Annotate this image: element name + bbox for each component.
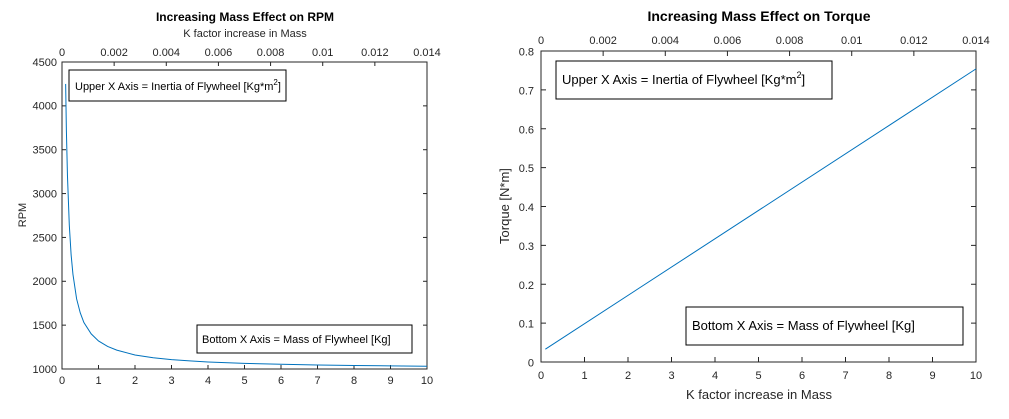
rpm-x2-tick-label: 0.01: [312, 47, 333, 59]
torque-upper-annotation-text: Upper X Axis = Inertia of Flywheel [Kg*m…: [562, 70, 805, 87]
rpm-upper-annotation-text: Upper X Axis = Inertia of Flywheel [Kg*m…: [75, 78, 281, 93]
rpm-x-tick-label: 6: [278, 375, 284, 387]
torque-x2-tick-label: 0.008: [776, 35, 804, 47]
rpm-upper-annotation-prefix: Upper X Axis = Inertia of Flywheel [Kg*m: [75, 81, 273, 93]
torque-x2-tick-label: 0.002: [589, 35, 617, 47]
rpm-x2-tick-label: 0.014: [413, 47, 441, 59]
rpm-y-tick-label: 2500: [33, 232, 57, 244]
torque-chart-y-label: Torque [N*m]: [497, 168, 512, 244]
rpm-x2-tick-label: 0.004: [153, 47, 181, 59]
rpm-x2-tick-label: 0.006: [205, 47, 233, 59]
rpm-bottom-annotation-box: [196, 324, 413, 354]
rpm-x-tick-label: 2: [132, 375, 138, 387]
torque-x-tick-label: 4: [712, 370, 718, 382]
torque-chart-x-label: K factor increase in Mass: [686, 387, 832, 402]
torque-y-tick-label: 0.1: [519, 319, 534, 331]
torque-upper-annotation-prefix: Upper X Axis = Inertia of Flywheel [Kg*m: [562, 72, 796, 87]
torque-y-tick-label: 0.3: [519, 241, 534, 253]
rpm-x-tick-label: 3: [168, 375, 174, 387]
rpm-y-tick-label: 1000: [33, 364, 57, 376]
rpm-chart-upper-x-label: K factor increase in Mass: [183, 28, 307, 40]
torque-y-tick-label: 0: [528, 358, 534, 370]
torque-x-tick-label: 6: [799, 370, 805, 382]
rpm-x-tick-label: 0: [59, 375, 65, 387]
rpm-y-tick-label: 4500: [33, 57, 57, 69]
rpm-x-tick-label: 5: [241, 375, 247, 387]
rpm-x-tick-label: 1: [95, 375, 101, 387]
torque-x2-tick-label: 0.012: [900, 35, 928, 47]
rpm-y-tick-label: 1500: [33, 320, 57, 332]
torque-chart: Increasing Mass Effect on Torque K facto…: [497, 8, 990, 402]
torque-x-tick-label: 1: [581, 370, 587, 382]
rpm-upper-annotation-suffix: ]: [278, 81, 281, 93]
torque-upper-axis-annotation: Upper X Axis = Inertia of Flywheel [Kg*m…: [555, 60, 833, 100]
torque-chart-ticks: 0 1 2 3 4 5 6 7 8 9 10 0 0.002 0.004 0.006 0.008 0.01 0.0…: [519, 35, 990, 382]
rpm-upper-axis-annotation: Upper X Axis = Inertia of Flywheel [Kg*m…: [68, 69, 287, 102]
rpm-chart-plot-area: [61, 61, 428, 370]
torque-y-tick-label: 0.7: [519, 85, 534, 97]
rpm-chart: Increasing Mass Effect on RPM K factor i…: [17, 10, 441, 387]
torque-bottom-annotation-text: Bottom X Axis = Mass of Flywheel [Kg]: [692, 318, 915, 333]
torque-x-tick-label: 0: [538, 370, 544, 382]
rpm-upper-annotation-sup: 2: [273, 78, 278, 87]
rpm-x2-tick-label: 0.008: [257, 47, 285, 59]
rpm-upper-annotation-box: [68, 69, 287, 102]
torque-x-tick-label: 10: [970, 370, 982, 382]
torque-x-tick-label: 9: [929, 370, 935, 382]
rpm-bottom-annotation-text: Bottom X Axis = Mass of Flywheel [Kg]: [202, 334, 391, 346]
torque-x2-tick-label: 0.004: [652, 35, 680, 47]
torque-y-tick-label: 0.4: [519, 202, 534, 214]
torque-x-tick-label: 8: [886, 370, 892, 382]
torque-x-tick-label: 3: [668, 370, 674, 382]
torque-x2-tick-label: 0.006: [714, 35, 742, 47]
torque-upper-annotation-suffix: ]: [801, 72, 805, 87]
torque-chart-title: Increasing Mass Effect on Torque: [647, 8, 870, 24]
rpm-x-tick-label: 4: [205, 375, 211, 387]
torque-bottom-axis-annotation: Bottom X Axis = Mass of Flywheel [Kg]: [685, 306, 964, 346]
torque-x2-tick-label: 0: [538, 35, 544, 47]
torque-x-tick-label: 5: [755, 370, 761, 382]
rpm-x-tick-label: 7: [314, 375, 320, 387]
rpm-chart-title: Increasing Mass Effect on RPM: [156, 10, 334, 24]
rpm-y-tick-label: 2000: [33, 276, 57, 288]
torque-x-tick-label: 7: [842, 370, 848, 382]
torque-bottom-annotation-box: [685, 306, 964, 346]
rpm-x-tick-label: 10: [421, 375, 433, 387]
torque-x2-tick-label: 0.01: [841, 35, 862, 47]
torque-x-tick-label: 2: [625, 370, 631, 382]
torque-x2-tick-label: 0.014: [962, 35, 990, 47]
rpm-series-line: [65, 83, 428, 367]
rpm-x-tick-label: 8: [351, 375, 357, 387]
torque-y-tick-label: 0.5: [519, 163, 534, 175]
torque-y-tick-label: 0.2: [519, 280, 534, 292]
rpm-y-tick-label: 4000: [33, 101, 57, 113]
rpm-y-tick-label: 3000: [33, 188, 57, 200]
rpm-bottom-axis-annotation: Bottom X Axis = Mass of Flywheel [Kg]: [196, 324, 413, 354]
rpm-x2-tick-label: 0.002: [100, 47, 128, 59]
torque-y-tick-label: 0.6: [519, 124, 534, 136]
rpm-x-tick-label: 9: [387, 375, 393, 387]
torque-series-line: [545, 68, 977, 350]
rpm-x2-tick-label: 0: [59, 47, 65, 59]
rpm-y-tick-label: 3500: [33, 145, 57, 157]
torque-upper-annotation-sup: 2: [796, 70, 801, 80]
rpm-chart-ticks: 0 1 2 3 4 5 6 7 8 9 10 0 0.002 0.004 0.006 0.008 0.01 0.0…: [33, 47, 441, 387]
rpm-x2-tick-label: 0.012: [361, 47, 389, 59]
torque-upper-annotation-box: [555, 60, 833, 100]
rpm-chart-y-label: RPM: [17, 203, 29, 227]
torque-y-tick-label: 0.8: [519, 47, 534, 59]
